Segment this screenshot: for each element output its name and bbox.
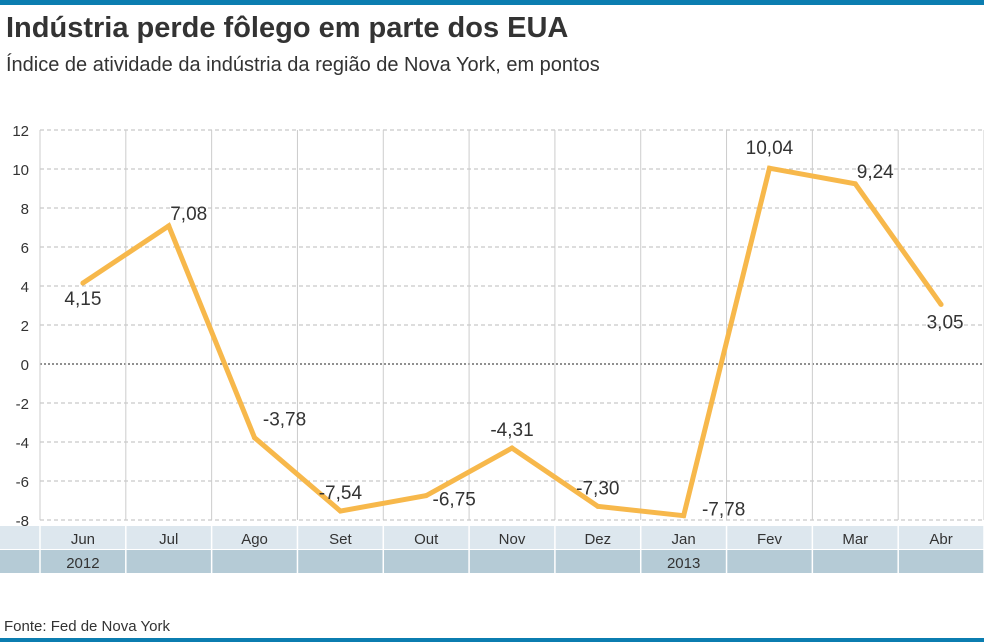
y-tick-label: 2 [21, 318, 29, 335]
data-point [337, 508, 343, 514]
y-tick-label: 8 [21, 201, 29, 218]
x-tick-label: Jul [159, 531, 178, 548]
x-tick-label: Fev [757, 531, 783, 548]
data-point [509, 445, 515, 451]
y-tick-label: -2 [16, 396, 29, 413]
x-tick-label: Set [329, 531, 352, 548]
data-point [80, 280, 86, 286]
bottom-bar [0, 638, 984, 642]
y-tick-label: 4 [21, 279, 29, 296]
top-bar [0, 0, 984, 5]
year-band [0, 550, 984, 573]
chart-title: Indústria perde fôlego em parte dos EUA [6, 12, 569, 44]
data-label: -3,78 [263, 410, 306, 431]
source-note: Fonte: Fed de Nova York [4, 618, 170, 635]
y-tick-label: -4 [16, 435, 29, 452]
y-tick-label: -6 [16, 474, 29, 491]
y-tick-label: 12 [12, 123, 29, 140]
data-point [766, 165, 772, 171]
x-tick-label: Ago [241, 531, 268, 548]
x-tick-label: Jan [672, 531, 696, 548]
x-tick-label: Dez [584, 531, 611, 548]
data-point [166, 223, 172, 229]
x-tick-label: Abr [929, 531, 952, 548]
month-band [0, 526, 984, 549]
y-tick-label: 10 [12, 162, 29, 179]
y-tick-label: 0 [21, 357, 29, 374]
data-label: 7,08 [170, 204, 207, 225]
data-point [681, 513, 687, 519]
chart-subtitle: Índice de atividade da indústria da regi… [6, 54, 600, 76]
x-tick-label: Nov [499, 531, 526, 548]
year-label: 2012 [66, 555, 99, 572]
data-label: 3,05 [927, 313, 964, 334]
data-point [252, 435, 258, 441]
data-label: 4,15 [64, 289, 101, 310]
data-label: -7,54 [319, 483, 363, 504]
data-point [423, 493, 429, 499]
data-label: -4,31 [490, 420, 533, 441]
x-tick-label: Out [414, 531, 439, 548]
data-point [852, 181, 858, 187]
data-point [938, 302, 944, 308]
data-label: 9,24 [857, 162, 894, 183]
y-tick-label: 6 [21, 240, 29, 257]
data-label: -7,78 [702, 500, 745, 521]
data-label: -6,75 [433, 490, 476, 511]
data-label: 10,04 [746, 138, 794, 159]
x-tick-label: Mar [842, 531, 868, 548]
data-point [595, 503, 601, 509]
x-tick-label: Jun [71, 531, 95, 548]
y-tick-label: -8 [16, 513, 29, 530]
data-label: -7,30 [576, 478, 619, 499]
year-label: 2013 [667, 555, 700, 572]
